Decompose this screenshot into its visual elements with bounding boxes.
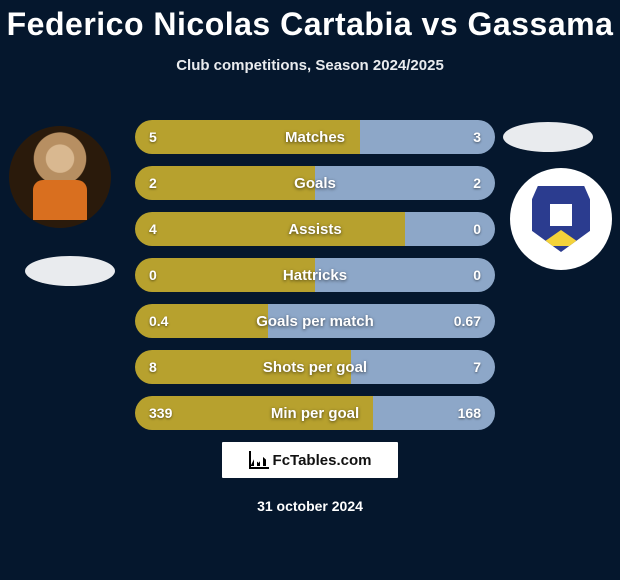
player-right-disc (503, 122, 593, 152)
stat-row: Assists4 0 (135, 212, 495, 246)
stat-value-right: 7 (473, 350, 481, 384)
stat-value-left: 5 (149, 120, 157, 154)
stat-label: Matches (135, 120, 495, 154)
stat-label: Goals per match (135, 304, 495, 338)
stat-row: Goals2 2 (135, 166, 495, 200)
stat-label: Goals (135, 166, 495, 200)
player-left-avatar (9, 126, 111, 228)
stat-value-left: 4 (149, 212, 157, 246)
stat-value-left: 2 (149, 166, 157, 200)
stat-value-left: 0.4 (149, 304, 168, 338)
brand-badge: FcTables.com (222, 442, 398, 478)
stat-row: Goals per match0.4 0.67 (135, 304, 495, 338)
stat-row: Min per goal339 168 (135, 396, 495, 430)
stat-value-left: 8 (149, 350, 157, 384)
player-right-badge (510, 168, 612, 270)
stat-value-right: 168 (458, 396, 481, 430)
chart-icon (249, 451, 269, 469)
stat-label: Assists (135, 212, 495, 246)
stat-label: Shots per goal (135, 350, 495, 384)
stat-row: Matches5 3 (135, 120, 495, 154)
stat-value-right: 0 (473, 212, 481, 246)
brand-text: FcTables.com (273, 452, 372, 469)
stat-value-right: 3 (473, 120, 481, 154)
stat-row: Shots per goal8 7 (135, 350, 495, 384)
stat-value-left: 339 (149, 396, 172, 430)
stat-label: Min per goal (135, 396, 495, 430)
stat-value-left: 0 (149, 258, 157, 292)
stat-value-right: 2 (473, 166, 481, 200)
page-subtitle: Club competitions, Season 2024/2025 (0, 57, 620, 74)
page-title: Federico Nicolas Cartabia vs Gassama (0, 0, 620, 43)
stat-value-right: 0.67 (454, 304, 481, 338)
player-left-disc (25, 256, 115, 286)
stats-bars: Matches53Goals22Assists40Hattricks00Goal… (135, 120, 495, 442)
shield-icon (532, 186, 590, 252)
footer-date: 31 october 2024 (0, 498, 620, 514)
stat-label: Hattricks (135, 258, 495, 292)
stat-row: Hattricks0 0 (135, 258, 495, 292)
stat-value-right: 0 (473, 258, 481, 292)
